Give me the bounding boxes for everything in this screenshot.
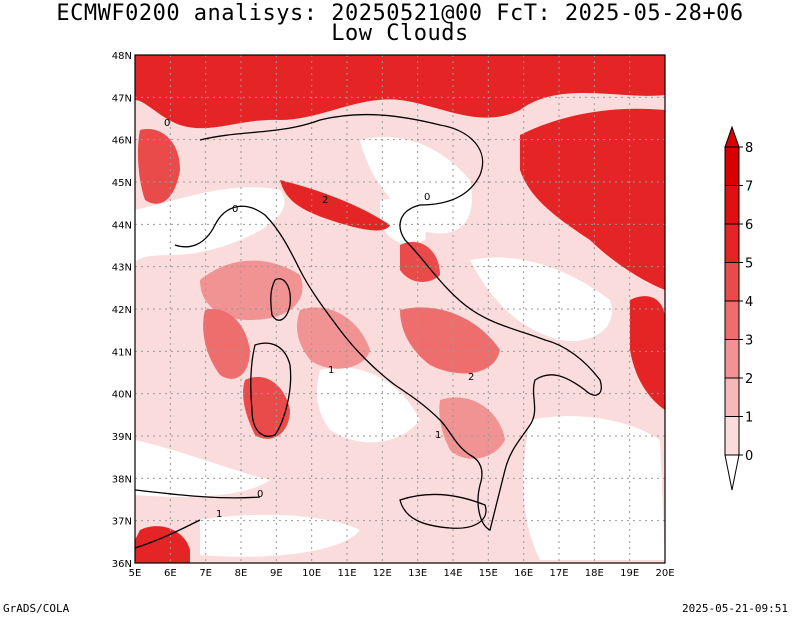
- colorbar-tick-label: 1: [745, 411, 753, 426]
- colorbar-tick-label: 3: [745, 334, 753, 349]
- colorbar-box: [724, 223, 740, 263]
- colorbar-box: [724, 416, 740, 456]
- colorbar-bottom-arrow: [724, 454, 740, 491]
- latitude-label: 40N: [112, 390, 132, 401]
- contour-label: 2: [468, 372, 474, 383]
- longitude-label: 9E: [270, 568, 283, 579]
- latitude-label: 45N: [112, 178, 132, 189]
- colorbar-top-arrow: [724, 125, 740, 148]
- contour-label: 1: [328, 365, 334, 376]
- latitude-label: 37N: [112, 517, 132, 528]
- latitude-label: 38N: [112, 474, 132, 485]
- footer-timestamp: 2025-05-21-09:51: [682, 602, 788, 615]
- latitude-label: 46N: [112, 136, 132, 147]
- footer-credit: GrADS/COLA: [3, 602, 70, 615]
- longitude-label: 18E: [585, 568, 604, 579]
- colorbar-tick-label: 8: [745, 141, 753, 156]
- contour-label: 1: [435, 430, 441, 441]
- latitude-label: 42N: [112, 305, 132, 316]
- chart-subtitle: Low Clouds: [331, 21, 469, 46]
- colorbar-box: [724, 300, 740, 340]
- colorbar-tick-label: 6: [745, 218, 753, 233]
- contour-label: 1: [216, 509, 222, 520]
- map-frame: [134, 54, 666, 564]
- colorbar: 0 1 2 3 4 5 6 7 8: [724, 125, 753, 491]
- contour-labels: 0 0 0 1 1 1 2 2 0: [164, 118, 474, 520]
- longitude-label: 14E: [443, 568, 462, 579]
- graticule: [135, 55, 665, 563]
- longitude-label: 10E: [302, 568, 321, 579]
- latitude-label: 39N: [112, 432, 132, 443]
- longitude-labels: 5E 6E 7E 8E 9E 10E 11E 12E 13E 14E 15E 16E 17E 18E 19E…: [129, 568, 675, 579]
- longitude-label: 13E: [408, 568, 427, 579]
- longitude-label: 12E: [373, 568, 392, 579]
- latitude-label: 43N: [112, 263, 132, 274]
- contour-label: 2: [322, 195, 328, 206]
- colorbar-tick-label: 0: [745, 449, 753, 464]
- longitude-label: 6E: [164, 568, 177, 579]
- latitude-label: 47N: [112, 93, 132, 104]
- longitude-label: 11E: [337, 568, 356, 579]
- colorbar-box: [724, 146, 740, 186]
- colorbar-tick-label: 7: [745, 180, 753, 195]
- contour-label: 0: [424, 192, 430, 203]
- colorbar-box: [724, 262, 740, 302]
- contour-label: 0: [164, 118, 170, 129]
- latitude-labels: 36N 37N 38N 39N 40N 41N 42N 43N 44N 45N 46N 47N 48N: [112, 51, 132, 570]
- colorbar-tick-label: 4: [745, 295, 753, 310]
- colorbar-tick-label: 2: [745, 372, 753, 387]
- coastlines: [134, 113, 602, 549]
- latitude-label: 44N: [112, 220, 132, 231]
- contour-label: 0: [257, 489, 263, 500]
- colorbar-tick-label: 5: [745, 257, 753, 272]
- longitude-label: 8E: [235, 568, 248, 579]
- longitude-label: 17E: [549, 568, 568, 579]
- colorbar-box: [724, 339, 740, 379]
- latitude-label: 41N: [112, 347, 132, 358]
- longitude-label: 5E: [129, 568, 142, 579]
- longitude-label: 15E: [479, 568, 498, 579]
- colorbar-box: [724, 185, 740, 225]
- longitude-label: 16E: [514, 568, 533, 579]
- contour-label: 0: [232, 204, 238, 215]
- colorbar-box: [724, 377, 740, 417]
- latitude-label: 36N: [112, 559, 132, 570]
- longitude-label: 7E: [199, 568, 212, 579]
- longitude-label: 20E: [655, 568, 674, 579]
- longitude-label: 19E: [620, 568, 639, 579]
- latitude-label: 48N: [112, 51, 132, 62]
- chart-title: ECMWF0200 analisys: 20250521@00 FcT: 202…: [56, 1, 744, 26]
